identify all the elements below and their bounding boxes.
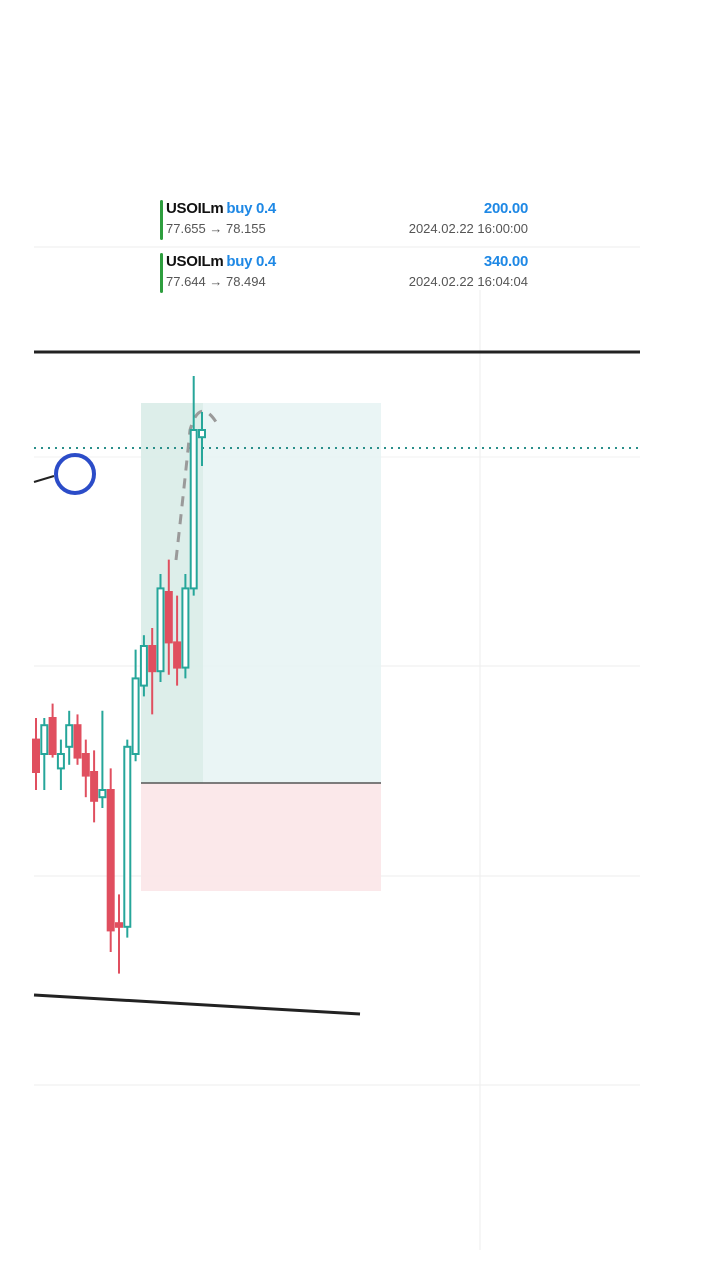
trade-side: buy 0.4 [226, 253, 276, 270]
candle-body [189, 429, 198, 590]
candle-body [56, 753, 65, 770]
candle-body [131, 677, 140, 756]
candle-body [32, 738, 40, 773]
candle-body [90, 771, 99, 802]
candle-body [81, 753, 90, 777]
candle-body [156, 587, 165, 673]
circle-marker[interactable] [54, 453, 96, 495]
candle-body [106, 789, 115, 932]
trade-side: buy 0.4 [226, 200, 276, 217]
candle-body [115, 922, 123, 928]
candle-body [181, 587, 190, 669]
candle-body [98, 789, 107, 799]
candle-body [73, 724, 82, 759]
stop-zone [141, 783, 381, 891]
buy-accent-bar [160, 253, 163, 293]
candle-body [48, 717, 57, 755]
candle-body [164, 591, 173, 644]
projection-arc [174, 409, 220, 561]
candle-body [148, 645, 157, 673]
trade-symbol: USOILm [166, 253, 224, 270]
trade-row[interactable]: USOILm buy 0.4 340.00 77.644 → 78.494 202… [160, 251, 530, 304]
buy-accent-bar [160, 200, 163, 240]
trade-prices: 77.655 → 78.155 [166, 221, 266, 236]
candle-body [173, 641, 182, 669]
trade-profit: 340.00 [483, 253, 528, 270]
trade-time: 2024.02.22 16:04:04 [408, 274, 528, 289]
candles [32, 376, 206, 974]
trade-symbol: USOILm [166, 200, 224, 217]
candle-body [123, 745, 132, 928]
trade-row[interactable]: USOILm buy 0.4 200.00 77.655 → 78.155 202… [160, 198, 530, 251]
candle-body [40, 724, 49, 756]
closed-trades-list: USOILm buy 0.4 200.00 77.655 → 78.155 202… [160, 198, 530, 304]
candle-body [198, 429, 206, 439]
marker-connector [33, 475, 55, 483]
candle-body [65, 724, 74, 748]
chart-grid [34, 246, 640, 1250]
trade-time: 2024.02.22 16:00:00 [408, 221, 528, 236]
candle-body [139, 645, 148, 687]
trendline[interactable] [33, 993, 361, 1016]
trade-prices: 77.644 → 78.494 [166, 274, 266, 289]
trade-profit: 200.00 [483, 200, 528, 217]
